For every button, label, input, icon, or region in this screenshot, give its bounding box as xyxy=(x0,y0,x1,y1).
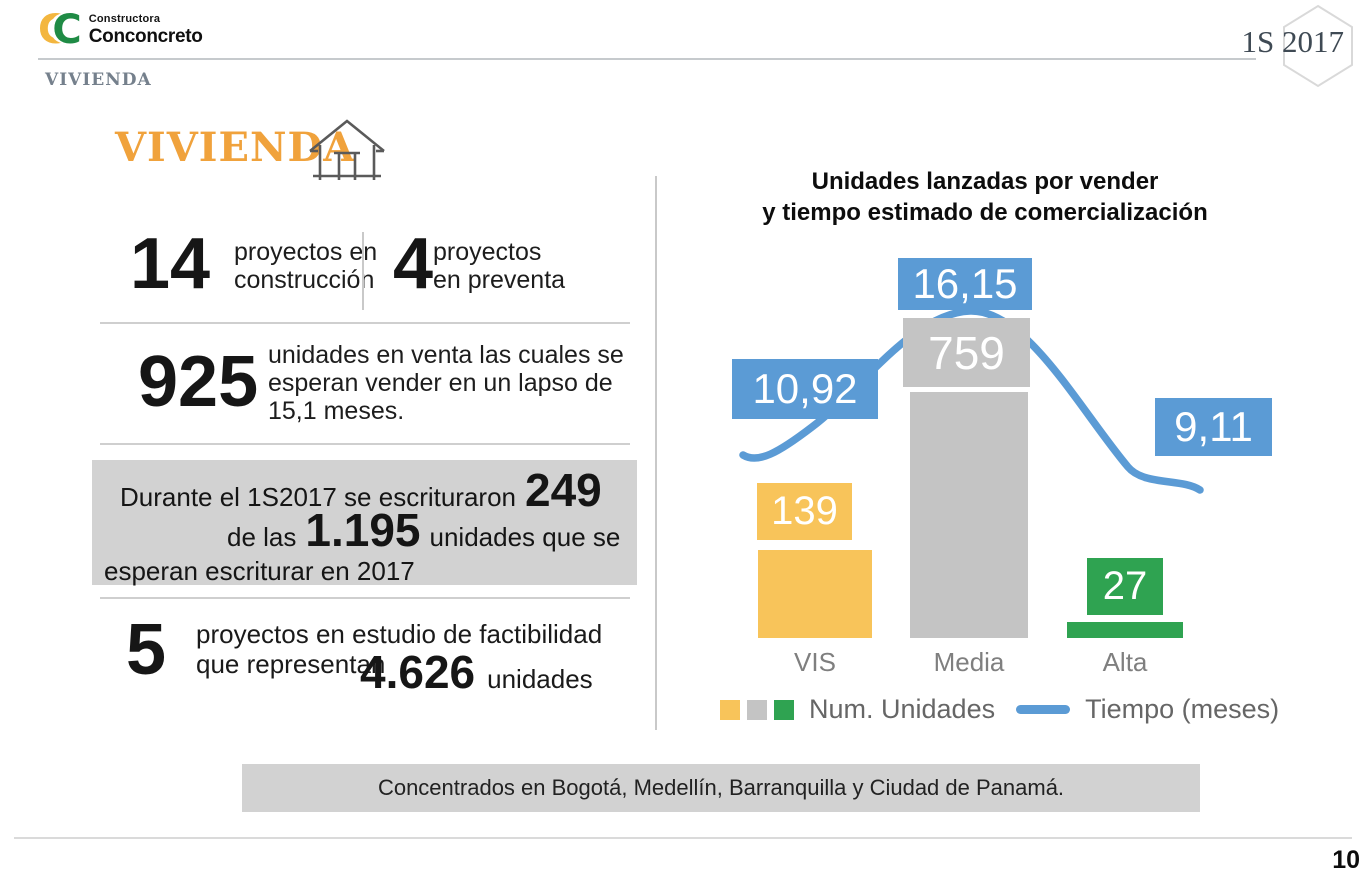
brand-bottom: Conconcreto xyxy=(88,26,203,47)
time-label-alta: 9,11 xyxy=(1155,398,1272,456)
time-label-vis: 10,92 xyxy=(732,359,878,419)
page-number: 10 xyxy=(1332,846,1360,874)
company-logo: C C Constructora Conconcreto xyxy=(38,10,203,50)
deeds-value-2: 1.195 xyxy=(305,504,421,556)
horizontal-rule xyxy=(100,443,630,445)
deeds-text-1: Durante el 1S2017 se escrituraron xyxy=(120,482,517,512)
stat-construction-label: proyectos en construcción xyxy=(234,238,378,294)
feasibility-units-label: unidades xyxy=(487,664,593,694)
axis-label-vis: VIS xyxy=(794,647,836,677)
chart-legend: Num. Unidades Tiempo (meses) xyxy=(720,694,1287,725)
units-label-alta: 27 xyxy=(1087,558,1163,615)
bar-media xyxy=(910,392,1028,638)
deeds-highlight-box: Durante el 1S2017 se escrituraron 249 de… xyxy=(92,460,637,585)
axis-label-media: Media xyxy=(933,647,1005,677)
bar-vis xyxy=(758,550,872,638)
logo-cc-icon: C C xyxy=(38,7,82,53)
horizontal-rule xyxy=(100,322,630,324)
axis-label-alta: Alta xyxy=(1102,647,1148,677)
stat-construction-value: 14 xyxy=(130,224,211,304)
units-time-chart: Unidades lanzadas por vender y tiempo es… xyxy=(660,160,1330,745)
header-divider xyxy=(38,58,1256,60)
brand-name: Constructora Conconcreto xyxy=(88,13,203,47)
column-divider xyxy=(655,176,657,730)
stat-divider xyxy=(362,232,364,310)
hexagon-icon xyxy=(1283,4,1353,88)
units-label-media: 759 xyxy=(903,318,1030,387)
chart-title: Unidades lanzadas por vender y tiempo es… xyxy=(762,168,1208,227)
legend-line-icon xyxy=(1016,705,1071,714)
time-label-media: 16,15 xyxy=(898,258,1032,310)
stat-presale-value: 4 xyxy=(393,224,434,304)
legend-swatch-yellow xyxy=(720,699,740,720)
stat-units-value: 925 xyxy=(138,342,259,422)
legend-line-label: Tiempo (meses) xyxy=(1085,694,1280,724)
deeds-text-2: de las xyxy=(227,522,297,552)
legend-swatch-green xyxy=(774,699,794,720)
stat-presale-label: proyectos en preventa xyxy=(433,238,566,294)
stat-feasibility-units: 4.626 unidades xyxy=(360,646,593,698)
time-line xyxy=(739,307,1204,494)
deeds-text-3: unidades que se xyxy=(429,522,621,552)
period-badge: 1S 2017 xyxy=(1241,24,1345,59)
stat-feasibility-value: 5 xyxy=(126,610,167,690)
footer-note: Concentrados en Bogotá, Medellín, Barran… xyxy=(242,764,1200,812)
brand-top: Constructora xyxy=(88,13,161,25)
horizontal-rule xyxy=(100,597,630,599)
stat-units-label: unidades en venta las cuales se esperan … xyxy=(268,341,624,425)
legend-swatch-gray xyxy=(747,699,767,720)
footer-divider xyxy=(14,837,1352,839)
legend-bars-label: Num. Unidades xyxy=(809,694,996,724)
feasibility-units-value: 4.626 xyxy=(360,646,476,698)
house-icon xyxy=(309,119,385,180)
section-label: VIVIENDA xyxy=(45,70,152,90)
deeds-value-1: 249 xyxy=(525,464,602,516)
stat-feasibility-label: proyectos en estudio de factibilidad que… xyxy=(196,619,603,679)
deeds-text-4: esperan escriturar en 2017 xyxy=(104,556,415,586)
units-label-vis: 139 xyxy=(757,483,852,540)
bar-alta xyxy=(1067,622,1183,638)
